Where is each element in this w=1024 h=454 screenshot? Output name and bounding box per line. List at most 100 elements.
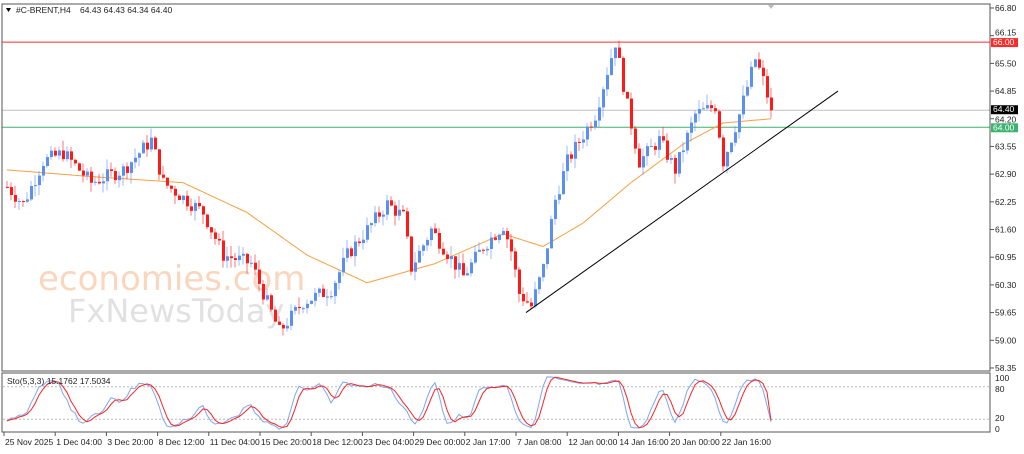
- candle-body: [154, 137, 157, 150]
- current-price-tag-text: 64.40: [993, 104, 1015, 114]
- candle: [306, 299, 309, 314]
- candle-body: [638, 148, 641, 168]
- candle: [674, 154, 677, 184]
- candle-body: [482, 249, 485, 251]
- candle-body: [230, 256, 233, 259]
- candle: [398, 199, 401, 221]
- time-tick-label: 3 Dec 20:00: [107, 437, 153, 447]
- candle-body: [218, 238, 221, 241]
- candle: [290, 304, 293, 331]
- candle-body: [234, 258, 237, 260]
- current-price-tag: [991, 105, 1018, 115]
- candle-body: [138, 153, 141, 158]
- candle-body: [690, 122, 693, 133]
- candle-body: [542, 264, 545, 278]
- time-axis[interactable]: 25 Nov 2025 1 Dec 04:00 3 Dec 20:00 8 Dec 1…: [3, 432, 771, 447]
- price-tick-label: 64.85: [995, 86, 1017, 96]
- candle-body: [686, 132, 689, 151]
- candle: [746, 80, 749, 98]
- price-tick-label: 59.65: [995, 308, 1017, 318]
- candle: [686, 130, 689, 155]
- candle-body: [254, 262, 257, 270]
- time-tick-label: 1 Dec 04:00: [56, 437, 102, 447]
- candle: [762, 60, 765, 86]
- candle-body: [746, 86, 749, 96]
- candle-body: [750, 66, 753, 87]
- candle: [562, 162, 565, 196]
- candle: [162, 165, 165, 180]
- time-tick-label: 14 Jan 16:00: [619, 437, 668, 447]
- candle-body: [674, 157, 677, 174]
- candle: [430, 226, 433, 247]
- candle-body: [530, 302, 533, 307]
- candle-body: [402, 209, 405, 212]
- candle-body: [354, 241, 357, 257]
- candle: [770, 87, 773, 118]
- candle: [738, 113, 741, 139]
- candle-body: [50, 150, 53, 158]
- candle-body: [738, 114, 741, 133]
- shift-marker-icon[interactable]: [768, 5, 774, 9]
- candle-body: [446, 254, 449, 260]
- dropdown-icon[interactable]: [6, 8, 11, 12]
- candle: [330, 290, 333, 300]
- candle-body: [546, 248, 549, 265]
- candle-body: [470, 262, 473, 274]
- candle-body: [734, 132, 737, 143]
- support-price-tag-text: 64.00: [993, 122, 1015, 132]
- candle-body: [698, 109, 701, 114]
- candle-body: [582, 139, 585, 143]
- candle-body: [146, 142, 149, 150]
- candle-body: [166, 177, 169, 186]
- candle: [210, 226, 213, 239]
- candle: [442, 242, 445, 256]
- candle: [614, 47, 617, 67]
- candle-body: [282, 324, 285, 329]
- candle-body: [170, 185, 173, 189]
- candle-body: [378, 212, 381, 217]
- candle: [186, 190, 189, 211]
- candle-body: [70, 151, 73, 160]
- candle: [14, 185, 17, 209]
- candle: [462, 253, 465, 276]
- candle-body: [518, 269, 521, 294]
- stochastic-level-label: 20: [995, 413, 1005, 423]
- candle: [622, 55, 625, 96]
- candle: [254, 254, 257, 275]
- candle-body: [706, 105, 709, 109]
- candle: [230, 246, 233, 268]
- time-tick-label: 29 Dec 00:00: [415, 437, 466, 447]
- candle-body: [498, 234, 501, 240]
- candle-body: [310, 300, 313, 304]
- candle: [282, 322, 285, 336]
- candle-body: [766, 76, 769, 98]
- candle: [278, 316, 281, 326]
- candle: [734, 125, 737, 147]
- candle-body: [258, 269, 261, 284]
- candle: [522, 287, 525, 306]
- candle: [294, 305, 297, 315]
- trendline[interactable]: [525, 90, 839, 313]
- price-tick-label: 61.60: [995, 225, 1017, 235]
- candle-body: [538, 277, 541, 290]
- candle-body: [666, 140, 669, 160]
- candle-body: [558, 194, 561, 200]
- candle: [194, 199, 197, 221]
- candle: [698, 100, 701, 122]
- candle-body: [114, 170, 117, 181]
- candle-body: [590, 126, 593, 128]
- candle-body: [38, 175, 41, 186]
- price-axis[interactable]: 66.80 66.15 65.50 64.85 64.20 63.55 62.90 62.25…: [990, 3, 1017, 373]
- candle-body: [278, 321, 281, 325]
- candle: [618, 40, 621, 58]
- candle-body: [306, 303, 309, 309]
- candle: [110, 162, 113, 177]
- candle: [370, 221, 373, 233]
- candle-body: [606, 74, 609, 90]
- candle-body: [186, 195, 189, 207]
- candle-body: [222, 240, 225, 261]
- candle-body: [334, 282, 337, 297]
- candle: [38, 170, 41, 196]
- candle: [558, 185, 561, 205]
